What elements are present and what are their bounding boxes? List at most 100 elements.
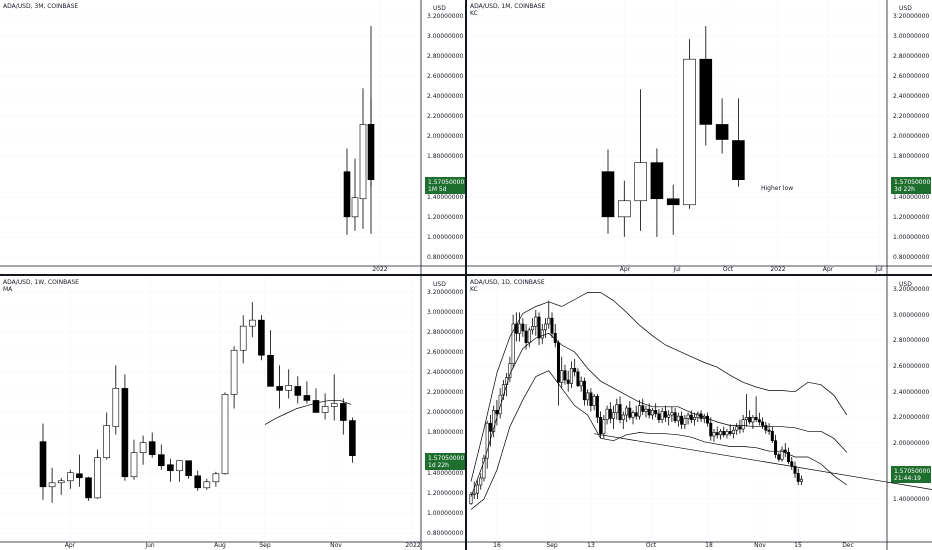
- candle-body: [276, 386, 283, 391]
- time-tick-label: Sep: [546, 542, 558, 549]
- price-tick-label: 1.40000000: [893, 194, 929, 201]
- price-tick-label: 1.40000000: [427, 470, 463, 477]
- candle-body: [167, 464, 174, 472]
- candle-body: [303, 395, 311, 401]
- price-tick-label: 2.80000000: [427, 329, 463, 336]
- last-price-value: 1.57050000: [894, 179, 930, 186]
- candle-body: [359, 124, 367, 200]
- candle-body: [718, 431, 722, 436]
- candle-body: [712, 432, 716, 437]
- candle-body: [602, 419, 606, 434]
- price-tick-label: 2.60000000: [427, 349, 463, 356]
- candle-body: [663, 411, 667, 418]
- candle-body: [139, 442, 147, 453]
- candle-body: [738, 426, 742, 430]
- price-tick-label: 2.00000000: [893, 133, 929, 140]
- candle-body: [540, 329, 544, 339]
- chart-pane-3m[interactable]: USD 3.20000000 3.00000000 2.80000000 2.60000…: [0, 0, 466, 274]
- moving-average-line: [264, 400, 352, 425]
- candle-body: [498, 394, 502, 415]
- candle-body: [731, 429, 735, 434]
- candle-body: [534, 316, 538, 327]
- candle-body: [725, 431, 729, 436]
- candle-body: [793, 466, 797, 474]
- candle-body: [176, 460, 183, 472]
- price-tick-label: 3.00000000: [427, 309, 463, 316]
- candle-body: [569, 368, 573, 384]
- candle-body: [343, 171, 351, 218]
- candle-body: [475, 484, 479, 494]
- candle-body: [39, 441, 47, 488]
- price-tick-label: 1.00000000: [427, 234, 463, 241]
- candle-body: [495, 410, 499, 415]
- price-tick-label: 2.20000000: [427, 389, 463, 396]
- keltner-upper-line: [470, 292, 848, 482]
- candle-body: [339, 403, 347, 421]
- time-tick-label: 16: [493, 542, 501, 549]
- candle-body: [367, 124, 375, 180]
- indicator-label: MA: [3, 286, 13, 293]
- candle-body: [524, 330, 528, 343]
- price-tick-label: 2.60000000: [427, 73, 463, 80]
- candle-body: [621, 414, 625, 420]
- last-price-value: 1.57050000: [894, 468, 930, 475]
- price-tick-label: 2.00000000: [893, 440, 929, 447]
- candle-body: [770, 431, 774, 441]
- time-tick-label: 18: [705, 542, 713, 549]
- candle-body: [699, 58, 713, 125]
- price-tick-label: 2.60000000: [893, 363, 929, 370]
- candle-body: [479, 477, 483, 486]
- symbol-label: ADA/USD, 1M, COINBASE: [470, 3, 546, 10]
- candle-body: [85, 477, 92, 499]
- price-tick-label: 2.00000000: [427, 409, 463, 416]
- candle-body: [556, 342, 560, 383]
- price-tick-label: 1.80000000: [427, 153, 463, 160]
- price-tick-label: 1.00000000: [427, 510, 463, 517]
- candle-body: [321, 406, 329, 413]
- chart-pane-1w[interactable]: USD 3.20000000 3.00000000 2.80000000 2.60000…: [0, 276, 466, 550]
- candle-body: [592, 396, 596, 406]
- candle-body: [612, 412, 616, 419]
- horizontal-divider[interactable]: [0, 274, 932, 276]
- candle-body: [349, 420, 356, 456]
- candle-body: [608, 408, 612, 419]
- price-tick-label: 2.60000000: [893, 73, 929, 80]
- keltner-middle-line: [470, 332, 848, 497]
- candle-body: [212, 473, 220, 483]
- candle-body: [628, 407, 632, 418]
- time-tick-label: 13: [587, 542, 595, 549]
- price-tick-label: 0.80000000: [893, 254, 929, 261]
- candle-body: [158, 454, 165, 467]
- time-tick-label: Oct: [723, 266, 734, 273]
- chart-pane-1d[interactable]: USD 3.20000000 3.00000000 2.80000000 2.60000…: [467, 276, 932, 550]
- candle-body: [573, 368, 577, 373]
- candle-body: [472, 492, 476, 495]
- candle-body: [285, 385, 293, 391]
- price-tick-label: 1.00000000: [893, 234, 929, 241]
- candle-body: [715, 432, 719, 436]
- price-tick-label: 2.40000000: [427, 369, 463, 376]
- candle-body: [796, 473, 800, 482]
- time-tick-label: Jul: [672, 266, 681, 273]
- time-tick-label: 15: [794, 542, 802, 549]
- last-price-badge: [891, 466, 931, 483]
- candle-body: [774, 440, 778, 455]
- candle-body: [693, 417, 697, 420]
- candle-body: [634, 412, 638, 417]
- last-price-value: 1.57050000: [428, 179, 464, 186]
- candle-body: [686, 414, 690, 419]
- chart-pane-1m[interactable]: USD 3.20000000 3.00000000 2.80000000 2.60000…: [467, 0, 932, 274]
- candle-body: [586, 392, 590, 401]
- currency-label: USD: [433, 5, 446, 12]
- candle-body: [764, 425, 768, 431]
- time-tick-label: Sep: [259, 542, 271, 549]
- price-tick-label: 1.40000000: [427, 194, 463, 201]
- candle-body: [294, 386, 302, 396]
- candle-body: [673, 412, 677, 422]
- candle-body: [660, 411, 664, 420]
- candle-body: [787, 452, 791, 462]
